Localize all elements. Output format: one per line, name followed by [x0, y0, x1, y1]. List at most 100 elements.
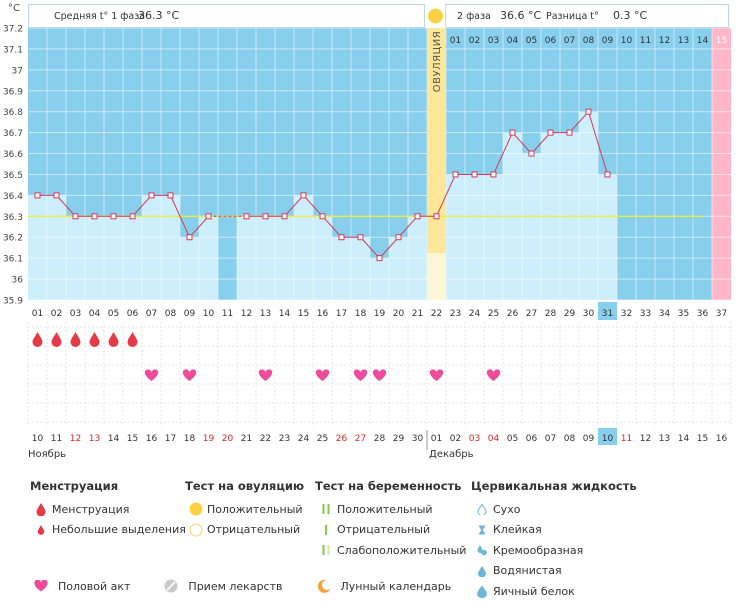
sun-outline-icon	[185, 523, 207, 537]
date-label: 14	[108, 434, 120, 444]
temperature-line	[56, 195, 76, 217]
cycle-day-label: 02	[51, 309, 62, 319]
date-label: 27	[355, 434, 366, 444]
phase2-day-label: 06	[545, 36, 557, 46]
cycle-day-label: 05	[108, 309, 119, 319]
legend-label: Положительный	[337, 502, 433, 516]
date-label: 10	[32, 434, 44, 444]
heart-icon	[30, 580, 52, 592]
temperature-bar	[389, 237, 408, 300]
small-drop-icon	[30, 524, 52, 536]
phase2-day-label: 03	[488, 36, 499, 46]
temperature-line	[170, 195, 190, 238]
cycle-day-label: 25	[488, 309, 499, 319]
temperature-point	[452, 171, 459, 178]
phase2-day-label: 04	[507, 36, 519, 46]
legend-ovulation-test: Тест на овуляцию Положительный Отрицател…	[185, 479, 304, 540]
cycle-day-label: 35	[678, 309, 689, 319]
date-label: 06	[526, 434, 538, 444]
legend-item-dry: Сухо	[471, 499, 637, 520]
date-label: 12	[640, 434, 651, 444]
phase2-box	[445, 4, 729, 28]
y-tick-label: 37	[12, 66, 23, 76]
date-label: 13	[659, 434, 670, 444]
cycle-day-label: 08	[165, 309, 177, 319]
cycle-day-label: 34	[659, 309, 671, 319]
legend-item-pregnancy-negative: Отрицательный	[315, 520, 466, 541]
legend-cervical: Цервикальная жидкость Сухо Клейкая Кремо…	[471, 479, 637, 602]
temperature-bar	[294, 195, 313, 300]
cycle-day-label: 06	[127, 309, 139, 319]
temperature-point	[262, 213, 269, 220]
legend-item-sticky: Клейкая	[471, 520, 637, 541]
cycle-day-label: 22	[431, 309, 442, 319]
temperature-point	[186, 234, 193, 241]
y-tick-label: 36.4	[3, 192, 23, 202]
diff-label: Разница t°	[546, 11, 599, 22]
cycle-day-label: 11	[222, 309, 233, 319]
phase2-value: 36.6 °C	[500, 9, 541, 22]
date-label: 19	[203, 434, 215, 444]
temperature-bar	[351, 237, 370, 300]
drop-icon	[108, 332, 119, 347]
y-tick-label: 36.9	[3, 87, 23, 97]
temperature-line	[322, 215, 342, 238]
date-label: 16	[716, 434, 728, 444]
date-label: 01	[431, 434, 442, 444]
drop-icon	[127, 332, 138, 347]
legend-label: Прием лекарств	[188, 579, 283, 593]
pill-icon	[160, 579, 182, 593]
y-tick-label: 36.3	[3, 213, 23, 223]
phase2-day-label: 02	[469, 36, 480, 46]
legend-label: Яичный белок	[493, 584, 575, 598]
date-label: 22	[260, 434, 271, 444]
sun-filled-icon	[185, 502, 207, 516]
moon-icon	[313, 579, 335, 593]
date-label: 10	[602, 434, 614, 444]
drop-icon	[70, 332, 81, 347]
legend-label: Положительный	[207, 502, 303, 516]
temperature-bar	[161, 195, 180, 300]
cycle-day-label: 23	[450, 309, 461, 319]
temperature-point	[148, 192, 155, 199]
date-label: 29	[393, 434, 405, 444]
date-label: 18	[184, 434, 196, 444]
cycle-day-label: 29	[564, 309, 576, 319]
temperature-point	[338, 234, 345, 241]
temperature-line	[303, 195, 323, 217]
legend-menstruation: Менструация Менструация Небольшие выделе…	[30, 479, 186, 540]
heart-icon	[353, 369, 368, 381]
temperature-point	[528, 150, 535, 157]
y-tick-label: 36.7	[3, 129, 23, 139]
legend-item-pregnancy-positive: Положительный	[315, 499, 466, 520]
date-label: 07	[545, 434, 556, 444]
date-label: 20	[222, 434, 234, 444]
phase2-day-label: 01	[450, 36, 461, 46]
date-label: 17	[165, 434, 176, 444]
phase2-day-label: 05	[526, 36, 537, 46]
temperature-point	[490, 171, 497, 178]
temperature-point	[319, 213, 326, 220]
legend-cervical-title: Цервикальная жидкость	[471, 479, 637, 493]
legend-label: Менструация	[52, 502, 130, 516]
y-tick-label: 36.8	[3, 108, 23, 118]
date-label: 11	[51, 434, 62, 444]
legend-label: Водянистая	[493, 564, 562, 578]
temperature-bar	[28, 195, 47, 300]
heart-icon	[144, 369, 159, 381]
date-label: 26	[336, 434, 348, 444]
legend-item-pregnancy-weak: Слабоположительный	[315, 540, 466, 561]
legend-item-intercourse: Половой акт	[30, 580, 130, 593]
temperature-point	[547, 129, 554, 136]
cycle-day-label: 01	[32, 309, 43, 319]
ovulation-label: ОВУЛЯЦИЯ	[432, 31, 443, 93]
current-day-marker	[598, 302, 617, 320]
temperature-point	[300, 192, 307, 199]
legend-item-ovulation-negative: Отрицательный	[185, 520, 304, 541]
cycle-day-label: 18	[355, 309, 367, 319]
y-tick-label: 36.5	[3, 171, 23, 181]
phase1-label: Средняя t° 1 фаза	[54, 11, 145, 22]
temperature-line	[398, 215, 418, 238]
legend-item-menstruation: Менструация	[30, 499, 186, 520]
